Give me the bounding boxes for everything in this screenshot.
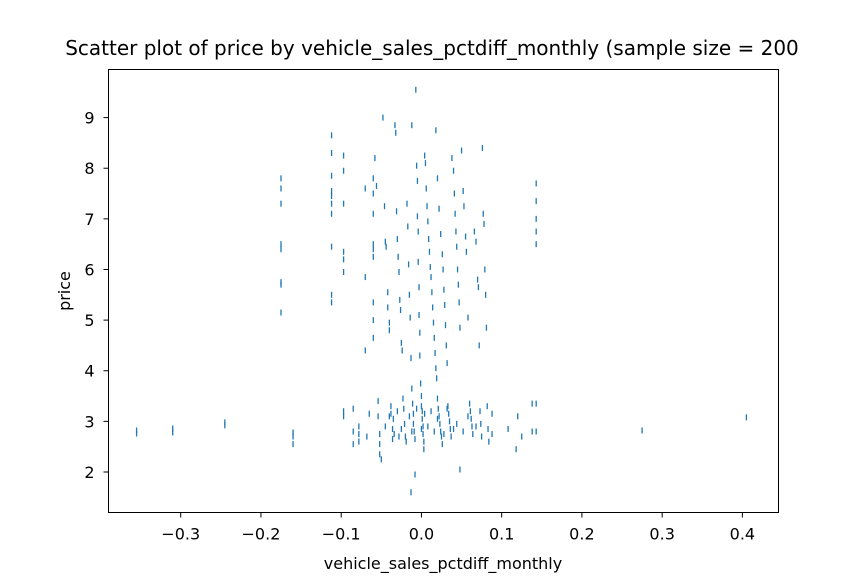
y-tick-label: 7 — [84, 210, 94, 229]
chart-title: Scatter plot of price by vehicle_sales_p… — [65, 36, 799, 60]
x-tick-label: 0.0 — [409, 525, 434, 544]
y-axis: 2 3 4 5 6 7 8 9 — [84, 109, 109, 482]
y-tick-label: 6 — [84, 260, 94, 279]
x-tick-label: 0.2 — [569, 525, 594, 544]
x-tick-label: −0.1 — [322, 525, 361, 544]
points-layer — [135, 86, 748, 496]
x-axis-label: vehicle_sales_pctdiff_monthly — [324, 554, 562, 574]
y-tick-label: 9 — [84, 109, 94, 128]
y-axis-label: price — [55, 271, 74, 311]
y-tick-label: 2 — [84, 463, 94, 482]
y-tick-label: 8 — [84, 159, 94, 178]
y-tick-label: 4 — [84, 362, 94, 381]
plot-frame — [108, 69, 779, 513]
x-tick-label: 0.1 — [489, 525, 514, 544]
x-tick-label: −0.3 — [161, 525, 200, 544]
x-tick-label: −0.2 — [242, 525, 281, 544]
x-axis: −0.3 −0.2 −0.1 0.0 0.1 0.2 0.3 0.4 — [161, 512, 755, 544]
y-tick-label: 3 — [84, 412, 94, 431]
y-tick-label: 5 — [84, 311, 94, 330]
x-tick-label: 0.4 — [730, 525, 755, 544]
x-tick-label: 0.3 — [649, 525, 674, 544]
